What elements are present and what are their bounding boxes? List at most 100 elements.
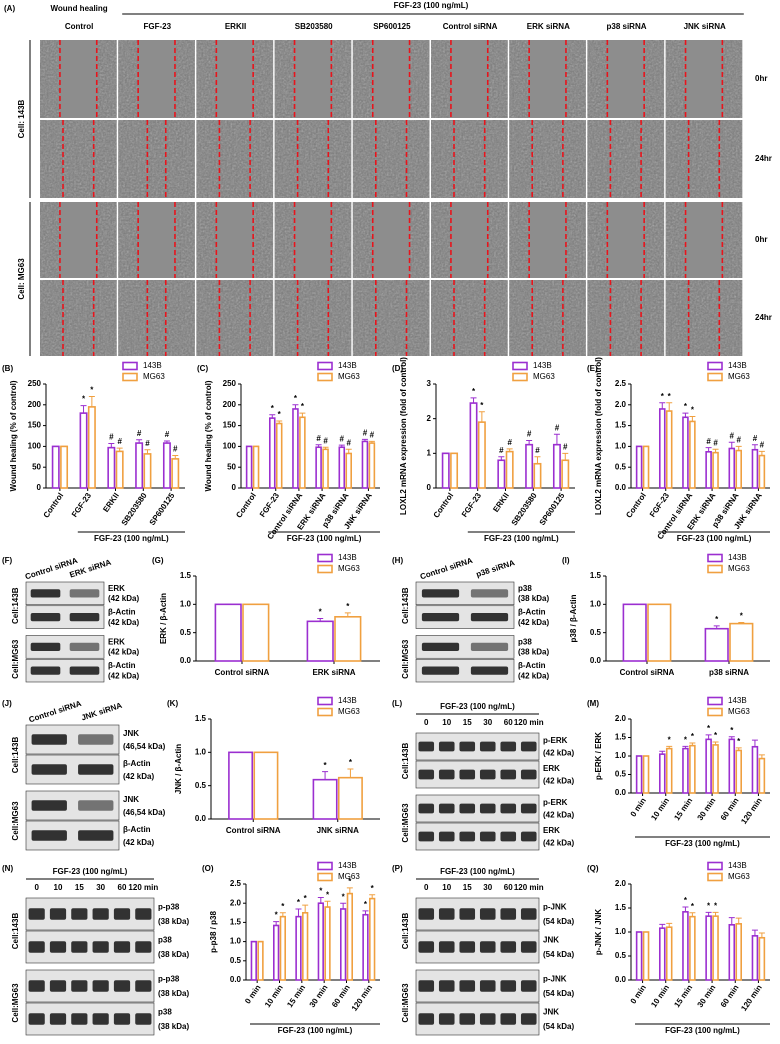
lane-label: Control siRNA bbox=[28, 699, 83, 725]
significance-marker: * bbox=[691, 902, 695, 911]
significance-marker: # bbox=[706, 437, 711, 446]
wound-gap bbox=[685, 40, 723, 118]
bar bbox=[689, 744, 696, 794]
band-name: β-Actin bbox=[123, 825, 151, 834]
y-axis-label: LOXL2 mRNA expression (fold of control) bbox=[594, 357, 603, 515]
y-axis-label: p-ERK / ERK bbox=[594, 732, 603, 780]
band-size: (38 kDa) bbox=[158, 989, 189, 998]
error-bar bbox=[273, 921, 280, 926]
significance-marker: * bbox=[707, 724, 711, 733]
x-tick-label: SB203580 bbox=[120, 491, 149, 528]
blot-band bbox=[28, 941, 45, 953]
wound-gap bbox=[529, 202, 566, 278]
legend-swatch bbox=[512, 361, 528, 371]
blot-band bbox=[479, 1013, 496, 1025]
error-bar bbox=[728, 441, 735, 449]
legend-swatch bbox=[317, 696, 333, 706]
bar bbox=[60, 445, 69, 489]
cell-label: Cell:143B bbox=[401, 743, 410, 780]
column-label: Control siRNA bbox=[443, 22, 498, 31]
lane-label: 10 bbox=[442, 718, 451, 727]
blot-band bbox=[479, 769, 496, 780]
y-tick-label: 1.5 bbox=[615, 733, 627, 742]
x-tick-label: 30 min bbox=[696, 983, 718, 1009]
bar bbox=[704, 627, 729, 662]
blot-strip bbox=[415, 605, 515, 629]
error-bar bbox=[712, 911, 719, 917]
band-name: JNK bbox=[123, 795, 139, 804]
blot-band bbox=[135, 980, 152, 992]
bar bbox=[253, 751, 279, 820]
x-tick-label: FGF-23 bbox=[70, 491, 93, 519]
band-size: (42 kDa) bbox=[123, 838, 154, 847]
bar bbox=[362, 913, 369, 981]
bar bbox=[758, 757, 766, 794]
lane-label: 10 bbox=[54, 883, 63, 892]
blot-band bbox=[500, 741, 517, 752]
bar bbox=[257, 940, 264, 981]
group-label: FGF-23 (100 ng/mL) bbox=[677, 534, 752, 543]
x-tick-label: JNK siRNA bbox=[317, 826, 359, 835]
x-tick-label: ERKII bbox=[101, 491, 121, 514]
micrograph-texture bbox=[118, 120, 195, 198]
error-bar bbox=[682, 745, 689, 749]
band-name: p38 bbox=[518, 637, 532, 646]
significance-marker: # bbox=[736, 436, 741, 445]
micrograph-texture bbox=[665, 280, 743, 356]
x-tick-label: Control bbox=[234, 491, 258, 519]
legend-swatch bbox=[707, 861, 723, 871]
header-left: Wound healing bbox=[51, 4, 108, 13]
legend-label: MG63 bbox=[338, 872, 360, 881]
blot-band bbox=[500, 831, 517, 842]
x-tick-label: SB203580 bbox=[510, 491, 539, 528]
bar bbox=[735, 449, 742, 489]
blot-band bbox=[78, 800, 114, 811]
legend-swatch bbox=[122, 361, 138, 371]
y-axis-label: p-JNK / JNK bbox=[594, 909, 603, 955]
blot-strip bbox=[25, 930, 155, 964]
legend-label: 143B bbox=[338, 361, 357, 370]
significance-marker: * bbox=[348, 877, 352, 886]
legend-swatch bbox=[707, 564, 723, 574]
y-tick-label: 50 bbox=[32, 462, 41, 471]
column-label: JNK siRNA bbox=[684, 22, 726, 31]
bar bbox=[295, 915, 302, 981]
x-tick-label: 60 min bbox=[330, 983, 352, 1009]
bar bbox=[728, 447, 736, 489]
band-name: ERK bbox=[108, 584, 125, 593]
significance-marker: * bbox=[684, 896, 688, 905]
legend-swatch bbox=[317, 361, 333, 371]
header-group: FGF-23 (100 ng/mL) bbox=[394, 1, 469, 10]
blot-band bbox=[69, 613, 100, 622]
group-label: FGF-23 (100 ng/mL) bbox=[287, 534, 362, 543]
band-size: (38 kDa) bbox=[158, 950, 189, 959]
error-bar bbox=[682, 906, 689, 912]
bar bbox=[561, 459, 570, 489]
blot-band bbox=[28, 980, 45, 992]
bar bbox=[268, 417, 276, 489]
band-name: JNK bbox=[123, 729, 139, 738]
significance-marker: # bbox=[346, 438, 351, 447]
error-bar bbox=[659, 402, 666, 409]
x-tick-label: Control siRNA bbox=[620, 668, 675, 677]
band-name: β-Actin bbox=[108, 661, 136, 670]
wound-gap bbox=[59, 40, 97, 118]
bar bbox=[302, 911, 309, 981]
wound-gap bbox=[529, 40, 566, 118]
error-bar bbox=[751, 929, 758, 936]
error-bar bbox=[478, 411, 485, 423]
micrograph-texture bbox=[431, 280, 508, 356]
bar bbox=[87, 406, 96, 489]
y-tick-label: 100 bbox=[28, 442, 42, 451]
error-bar bbox=[705, 447, 712, 452]
legend-label: MG63 bbox=[728, 372, 750, 381]
band-name: p-JNK bbox=[543, 903, 567, 912]
bar bbox=[450, 452, 459, 489]
significance-marker: * bbox=[82, 395, 86, 404]
blot-band bbox=[69, 589, 100, 598]
bar bbox=[665, 747, 673, 794]
lane-label: 15 bbox=[463, 718, 472, 727]
significance-marker: # bbox=[323, 436, 328, 445]
treatment-label: FGF-23 (100 ng/mL) bbox=[440, 702, 515, 711]
y-tick-label: 0.0 bbox=[590, 656, 602, 665]
